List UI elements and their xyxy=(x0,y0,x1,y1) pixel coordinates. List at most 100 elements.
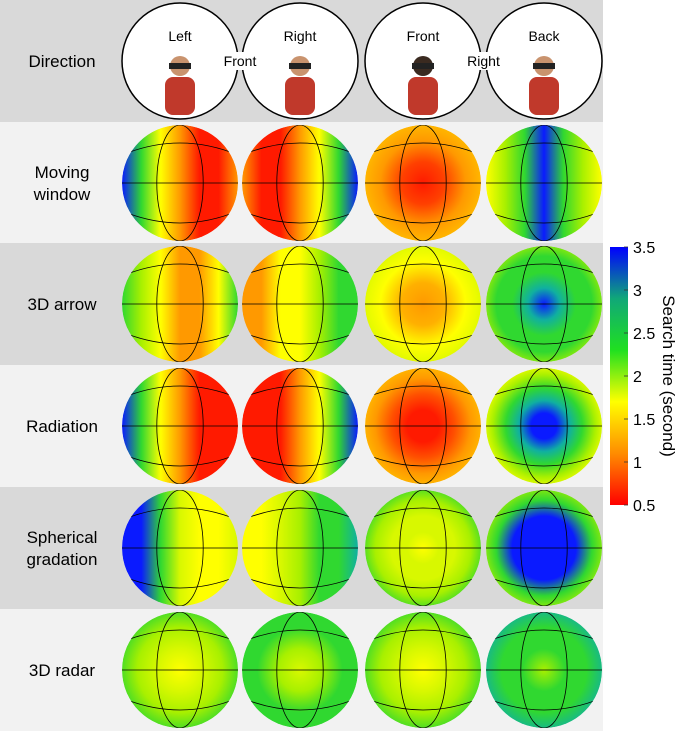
globe-line xyxy=(486,697,602,711)
globe-line xyxy=(365,385,481,399)
globe-line xyxy=(276,490,324,606)
heatmap xyxy=(486,246,602,362)
colorbar-tick-label: 1 xyxy=(633,455,642,472)
row-label: gradation xyxy=(27,550,98,569)
globe-line xyxy=(122,331,238,345)
globe-line xyxy=(156,125,204,241)
globe-line xyxy=(486,575,602,589)
person-icon xyxy=(285,56,315,115)
globe-line xyxy=(242,385,358,399)
heatmap xyxy=(365,125,481,241)
colorbar-label: Search time (second) xyxy=(659,295,678,457)
globe-line xyxy=(365,507,481,521)
globe-line xyxy=(242,142,358,156)
colorbar-tick-label: 2 xyxy=(633,369,642,386)
globe-line xyxy=(520,368,568,484)
heatmap xyxy=(486,490,602,606)
globe-line xyxy=(365,697,481,711)
heatmap xyxy=(486,368,602,484)
row-label: Direction xyxy=(28,52,95,71)
person-body xyxy=(408,77,438,115)
globe-line xyxy=(242,575,358,589)
globe-line xyxy=(486,263,602,277)
heatmap xyxy=(122,490,238,606)
globe-line xyxy=(156,490,204,606)
row-label: window xyxy=(33,185,91,204)
globe-line xyxy=(399,490,447,606)
globe-line xyxy=(156,612,204,728)
globe-line xyxy=(156,246,204,362)
label-background xyxy=(462,52,505,70)
globe-line xyxy=(276,612,324,728)
row-label: 3D radar xyxy=(29,661,95,680)
direction-label: Right xyxy=(284,28,317,44)
globe-line xyxy=(520,612,568,728)
globe-line xyxy=(520,490,568,606)
heatmap xyxy=(486,125,602,241)
heatmap xyxy=(242,612,358,728)
globe-line xyxy=(365,263,481,277)
globe-line xyxy=(365,629,481,643)
globe-line xyxy=(399,612,447,728)
person-icon xyxy=(529,56,559,115)
globe-line xyxy=(122,697,238,711)
direction-label: Back xyxy=(528,28,560,44)
heatmap xyxy=(242,246,358,362)
heatmap xyxy=(122,125,238,241)
globe-line xyxy=(276,246,324,362)
heatmap xyxy=(242,368,358,484)
colorbar-tick-label: 3.5 xyxy=(633,240,655,257)
globe-line xyxy=(122,575,238,589)
globe-line xyxy=(486,453,602,467)
globe-line xyxy=(486,507,602,521)
globe-line xyxy=(242,507,358,521)
globe-line xyxy=(486,629,602,643)
globe-line xyxy=(122,507,238,521)
colorbar-tick-label: 3 xyxy=(633,283,642,300)
globe-line xyxy=(486,210,602,224)
colorbar-tick-label: 1.5 xyxy=(633,412,655,429)
globe-line xyxy=(365,575,481,589)
heatmap xyxy=(365,246,481,362)
heatmap xyxy=(122,612,238,728)
globe-line xyxy=(122,263,238,277)
row-label: Moving xyxy=(35,163,90,182)
colorbar xyxy=(610,247,628,505)
globe-line xyxy=(365,142,481,156)
heatmap xyxy=(365,368,481,484)
globe-line xyxy=(122,629,238,643)
globe-line xyxy=(122,210,238,224)
row-label: 3D arrow xyxy=(28,295,98,314)
person-icon xyxy=(165,56,195,115)
person-headset xyxy=(533,63,555,69)
heatmap xyxy=(365,490,481,606)
heatmap xyxy=(486,612,602,728)
person-headset xyxy=(169,63,191,69)
person-body xyxy=(529,77,559,115)
direction-label: Front xyxy=(407,28,440,44)
globe-line xyxy=(242,697,358,711)
globe-line xyxy=(486,331,602,345)
globe-line xyxy=(122,453,238,467)
globe-line xyxy=(122,142,238,156)
heatmap xyxy=(242,490,358,606)
globe-line xyxy=(399,125,447,241)
globe-line xyxy=(122,385,238,399)
label-background xyxy=(219,52,261,70)
colorbar-tick-label: 2.5 xyxy=(633,326,655,343)
globe-line xyxy=(365,210,481,224)
globe-line xyxy=(399,368,447,484)
direction-label: Right xyxy=(467,53,500,69)
globe-line xyxy=(399,246,447,362)
globe-line xyxy=(276,125,324,241)
globe-line xyxy=(520,246,568,362)
heatmap xyxy=(242,125,358,241)
person-headset xyxy=(412,63,434,69)
globe-line xyxy=(242,210,358,224)
globe-line xyxy=(365,331,481,345)
person-icon xyxy=(408,56,438,115)
direction-label: Front xyxy=(224,53,257,69)
globe-line xyxy=(486,142,602,156)
heatmap xyxy=(122,368,238,484)
